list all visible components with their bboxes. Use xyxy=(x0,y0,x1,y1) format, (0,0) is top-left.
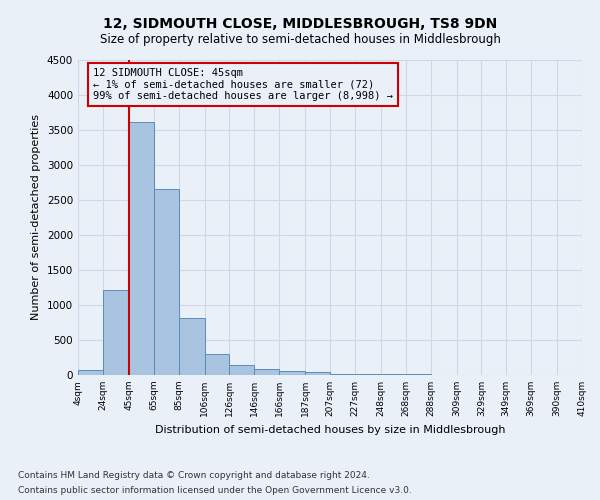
Bar xyxy=(205,354,229,375)
Y-axis label: Number of semi-detached properties: Number of semi-detached properties xyxy=(31,114,41,320)
Text: Size of property relative to semi-detached houses in Middlesbrough: Size of property relative to semi-detach… xyxy=(100,32,500,46)
Bar xyxy=(103,290,129,375)
Text: Contains HM Land Registry data © Crown copyright and database right 2024.: Contains HM Land Registry data © Crown c… xyxy=(18,471,370,480)
Bar xyxy=(381,374,406,375)
Bar xyxy=(279,371,305,375)
Text: Contains public sector information licensed under the Open Government Licence v3: Contains public sector information licen… xyxy=(18,486,412,495)
Bar xyxy=(129,122,154,375)
X-axis label: Distribution of semi-detached houses by size in Middlesbrough: Distribution of semi-detached houses by … xyxy=(155,424,505,434)
Bar xyxy=(78,370,103,375)
Bar xyxy=(154,190,179,375)
Bar xyxy=(305,372,330,375)
Text: 12 SIDMOUTH CLOSE: 45sqm
← 1% of semi-detached houses are smaller (72)
99% of se: 12 SIDMOUTH CLOSE: 45sqm ← 1% of semi-de… xyxy=(93,68,393,101)
Text: 12, SIDMOUTH CLOSE, MIDDLESBROUGH, TS8 9DN: 12, SIDMOUTH CLOSE, MIDDLESBROUGH, TS8 9… xyxy=(103,18,497,32)
Bar xyxy=(406,374,431,375)
Bar xyxy=(330,374,355,375)
Bar xyxy=(254,368,279,375)
Bar xyxy=(355,374,381,375)
Bar xyxy=(179,318,205,375)
Bar xyxy=(229,365,254,375)
